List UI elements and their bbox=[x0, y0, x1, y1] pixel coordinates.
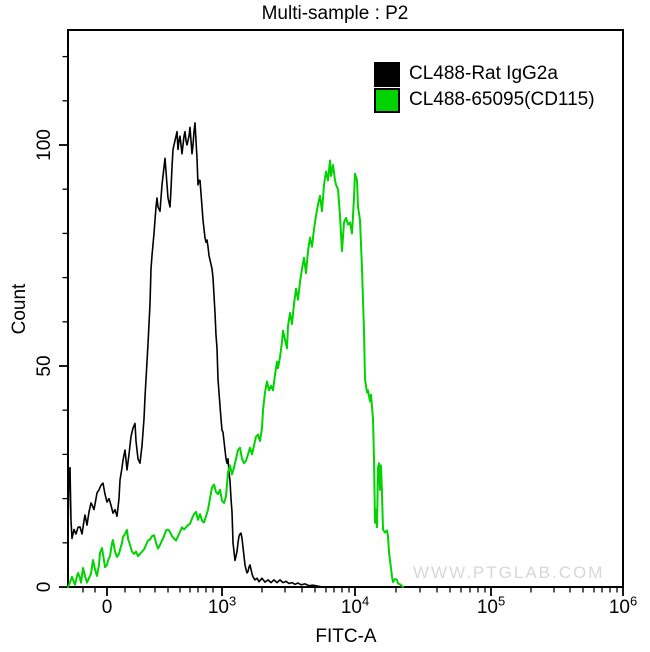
x-axis-title: FITC-A bbox=[315, 626, 377, 647]
x-tick-label: 106 bbox=[608, 593, 638, 618]
x-tick-label: 104 bbox=[340, 593, 370, 618]
plot-frame bbox=[67, 29, 624, 588]
plot-title: Multi-sample : P2 bbox=[261, 3, 409, 24]
legend-item: CL488-65095(CD115) bbox=[374, 87, 595, 113]
legend: CL488-Rat IgG2a CL488-65095(CD115) bbox=[374, 61, 595, 113]
x-tick-label: 0 bbox=[101, 597, 113, 618]
watermark: WWW.PTGLAB.COM bbox=[413, 563, 605, 582]
curve-cd115 bbox=[67, 159, 404, 588]
legend-label: CL488-Rat IgG2a bbox=[409, 63, 558, 84]
legend-swatch-green bbox=[374, 87, 400, 113]
y-tick-label: 100 bbox=[34, 129, 55, 161]
y-axis-title: Count bbox=[9, 283, 30, 334]
y-tick-label: 50 bbox=[34, 355, 55, 377]
legend-item: CL488-Rat IgG2a bbox=[374, 61, 595, 87]
x-tick-label: 105 bbox=[476, 593, 506, 618]
legend-label: CL488-65095(CD115) bbox=[409, 89, 595, 110]
x-tick-label: 103 bbox=[207, 593, 237, 618]
y-tick-label: 0 bbox=[34, 581, 55, 593]
legend-swatch-black bbox=[374, 61, 400, 87]
curve-isotype-control bbox=[67, 122, 324, 588]
